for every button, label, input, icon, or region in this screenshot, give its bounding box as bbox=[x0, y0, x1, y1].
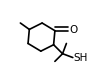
Text: SH: SH bbox=[74, 53, 88, 63]
Text: O: O bbox=[69, 25, 78, 35]
